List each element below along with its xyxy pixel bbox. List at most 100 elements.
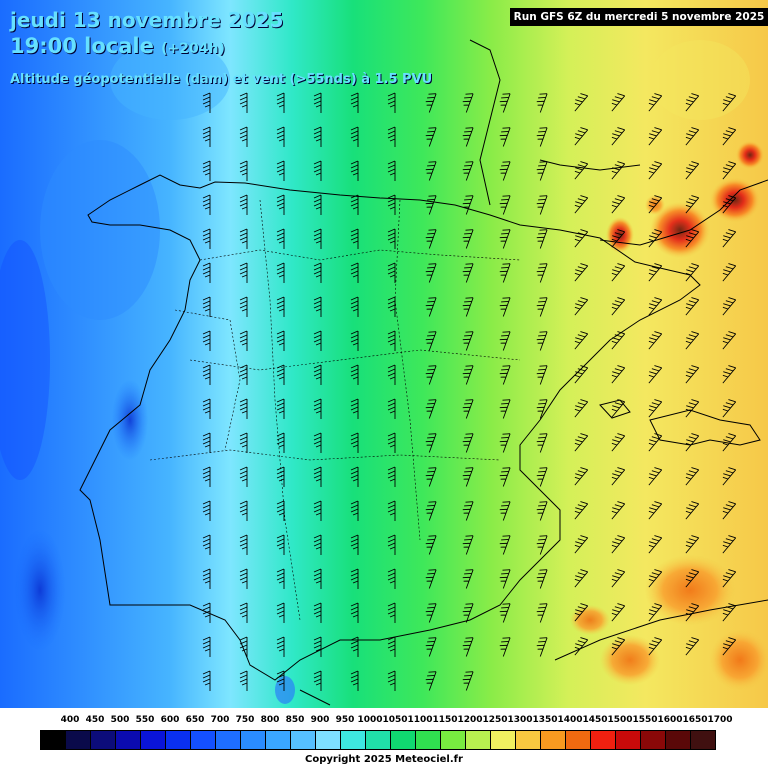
wind-barb-staff [276,364,285,385]
wind-barb [239,398,248,419]
wind-barbs [202,92,737,691]
wind-barb-staff [425,297,437,317]
wind-barb [202,160,211,181]
wind-barb [648,229,663,248]
wind-barb-staff [685,161,700,180]
wind-barb-staff [425,535,437,555]
wind-barb [387,500,396,521]
wind-barb-staff [276,398,285,419]
wind-barb-staff [202,364,211,385]
wind-barb-staff [648,195,663,214]
wind-barb [425,229,437,249]
wind-barb-staff [574,297,589,316]
wind-barb [276,194,285,215]
wind-barb-staff [611,331,626,350]
wind-barb [648,399,663,418]
wind-barb-staff [499,127,511,147]
wind-barb-staff [425,229,437,249]
wind-barb [462,229,474,249]
wind-barb [499,195,511,215]
wind-barb-staff [536,467,548,487]
wind-barb [425,161,437,181]
wind-barb-staff [313,432,322,453]
wind-barb [239,296,248,317]
wind-barb-staff [350,262,359,283]
wind-barb [462,365,474,385]
wind-barb-staff [722,195,737,214]
wind-barb [574,569,589,588]
wind-barb [462,467,474,487]
legend-swatch [490,730,516,750]
wind-barb [462,603,474,623]
parameter-title: Altitude géopotentielle (dam) et vent (>… [10,72,433,87]
legend-label: 500 [110,715,130,725]
wind-barb [685,365,700,384]
wind-barb [202,636,211,657]
wind-barb-staff [276,432,285,453]
wind-barb-staff [462,161,474,181]
wind-barb-staff [276,466,285,487]
wind-barb [239,670,248,691]
wind-barb [350,296,359,317]
legend-label: 1250 [482,715,508,725]
wind-barb [536,263,548,283]
wind-barb [462,263,474,283]
wind-barb [387,432,396,453]
wind-barb [685,501,700,520]
wind-barb-staff [387,500,396,521]
wind-barb-staff [425,195,437,215]
wind-barb [611,161,626,180]
field-blobs [0,40,768,704]
wind-barb-staff [276,160,285,181]
legend-swatch [640,730,666,750]
wind-barb [462,433,474,453]
wind-barb-staff [574,535,589,554]
wind-barb-staff [648,93,663,112]
wind-barb [499,637,511,657]
wind-barb-staff [462,467,474,487]
wind-barb [499,365,511,385]
wind-barb [276,296,285,317]
wind-barb [499,535,511,555]
wind-barb-staff [722,331,737,350]
wind-barb-staff [685,637,700,656]
wind-barb-staff [350,296,359,317]
wind-barb [536,297,548,317]
wind-barb [499,399,511,419]
wind-barb-staff [574,501,589,520]
wind-barb-staff [648,161,663,180]
wind-barb [574,501,589,520]
wind-barb-staff [536,297,548,317]
wind-barb [611,501,626,520]
wind-barb-staff [425,501,437,521]
legend-label: 1300 [507,715,533,725]
wind-barb-staff [574,93,589,112]
wind-barb-staff [202,228,211,249]
wind-barb-staff [313,330,322,351]
wind-barb [239,534,248,555]
wind-barb [387,636,396,657]
wind-barb [425,603,437,623]
wind-barb-staff [313,670,322,691]
legend-label: 400 [60,715,80,725]
wind-barb [462,195,474,215]
wind-barb-staff [722,161,737,180]
legend-swatch [390,730,416,750]
wind-barb-staff [685,263,700,282]
legend-swatch [315,730,341,750]
wind-barb-staff [611,161,626,180]
wind-barb [239,92,248,113]
legend-label: 900 [310,715,330,725]
wind-barb [387,126,396,147]
wind-barb [722,195,737,214]
wind-barb [536,467,548,487]
wind-barb [685,127,700,146]
wind-barb [611,331,626,350]
wind-barb [648,467,663,486]
wind-barb-staff [574,637,589,656]
wind-barb [648,195,663,214]
wind-barb-staff [648,603,663,622]
wind-barb-staff [239,534,248,555]
wind-barb-staff [350,228,359,249]
wind-barb [685,161,700,180]
